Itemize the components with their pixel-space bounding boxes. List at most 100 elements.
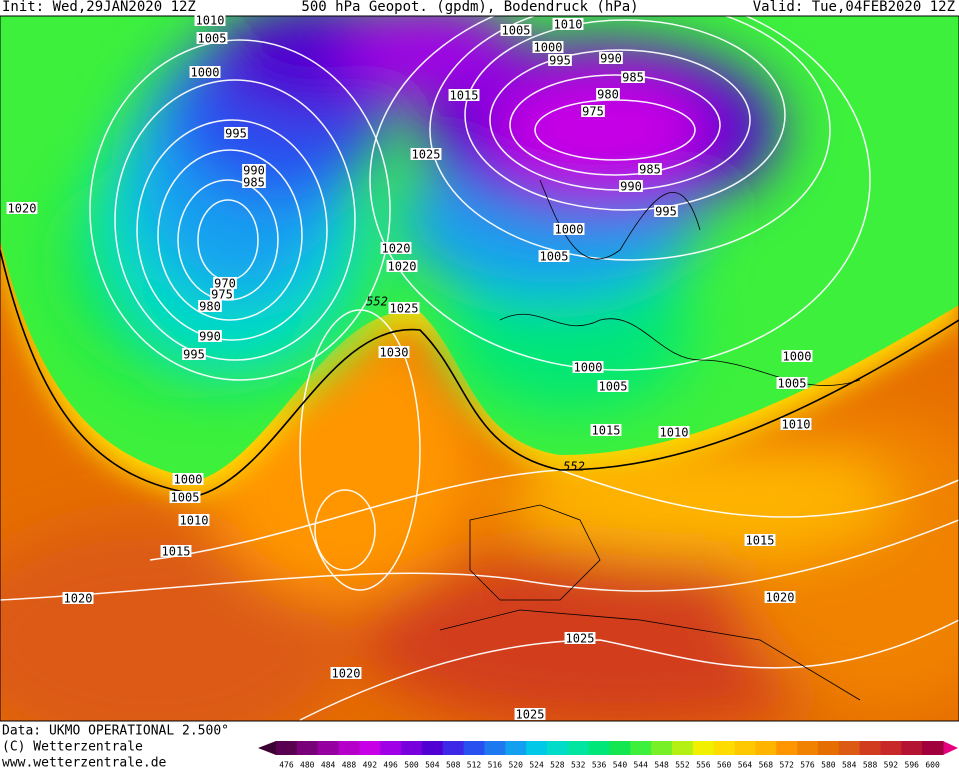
colorbar-label: 584 bbox=[842, 761, 857, 770]
website: www.wetterzentrale.de bbox=[2, 756, 167, 770]
isobar-label-box bbox=[590, 424, 622, 436]
isobar-label: 970 bbox=[214, 277, 236, 291]
geopotential-label: 552 bbox=[366, 295, 388, 309]
isobar-label-box bbox=[388, 302, 420, 314]
isobar-label-box bbox=[572, 361, 604, 373]
isobar-label-box bbox=[596, 88, 620, 100]
colorbar-swatch bbox=[922, 741, 944, 755]
colorbar-label: 536 bbox=[592, 761, 607, 770]
isobar-label: 1010 bbox=[180, 514, 209, 528]
colorbar-swatch bbox=[859, 741, 881, 755]
isobar-label-box bbox=[658, 426, 690, 438]
isobar-label-box bbox=[780, 418, 812, 430]
data-source: Data: UKMO OPERATIONAL 2.500° bbox=[2, 724, 229, 739]
isobar-label: 975 bbox=[211, 288, 233, 302]
isobar-label: 1015 bbox=[592, 424, 621, 438]
isobar-label: 1020 bbox=[388, 260, 417, 274]
colorbar-label: 544 bbox=[634, 761, 649, 770]
isobar-label-box bbox=[62, 592, 94, 604]
colorbar-swatch bbox=[609, 741, 631, 755]
isobar-label: 1020 bbox=[382, 242, 411, 256]
isobar-label: 1005 bbox=[198, 32, 227, 46]
isobar-label: 990 bbox=[620, 180, 642, 194]
isobar-label: 1015 bbox=[162, 545, 191, 559]
isobar-label-box bbox=[160, 545, 192, 557]
colorbar-label: 512 bbox=[467, 761, 482, 770]
isobar-label: 1025 bbox=[566, 632, 595, 646]
colorbar-label: 484 bbox=[321, 761, 336, 770]
isobar-label: 985 bbox=[243, 176, 265, 190]
isobar-label-box bbox=[532, 41, 564, 53]
colorbar-label: 504 bbox=[425, 761, 440, 770]
isobar-label: 975 bbox=[582, 105, 604, 119]
isobar-label-box bbox=[6, 202, 38, 214]
isobar-label: 1015 bbox=[746, 534, 775, 548]
isobar-label-box bbox=[538, 250, 570, 262]
colorbar-arrow-right bbox=[943, 741, 958, 755]
colorbar-label: 528 bbox=[550, 761, 565, 770]
isobar-label-box bbox=[619, 180, 643, 192]
colorbar-label: 548 bbox=[654, 761, 669, 770]
isobar-label-box bbox=[599, 52, 623, 64]
colorbar-swatch bbox=[734, 741, 756, 755]
colorbar-label: 580 bbox=[821, 761, 836, 770]
colorbar-label: 600 bbox=[925, 761, 940, 770]
isobar-label-box bbox=[564, 632, 596, 644]
isobar-label-box bbox=[410, 148, 442, 160]
colorbar-label: 524 bbox=[529, 761, 544, 770]
colorbar-swatch bbox=[567, 741, 590, 755]
init-time: Init: Wed,29JAN2020 12Z bbox=[2, 0, 196, 15]
isobar-label-box bbox=[182, 348, 206, 360]
colorbar-swatch bbox=[276, 741, 298, 755]
isobar-label-box bbox=[242, 164, 266, 176]
labels: 1010100510009959909859709759809909951020… bbox=[6, 14, 813, 722]
isobar-label: 1025 bbox=[516, 708, 545, 722]
colorbar-swatch bbox=[755, 741, 777, 755]
isobar-label-box bbox=[380, 242, 412, 254]
isobar-label: 1000 bbox=[174, 473, 203, 487]
isobar-label-box bbox=[172, 473, 204, 485]
isobar-label: 985 bbox=[622, 71, 644, 85]
isobar-label-box bbox=[198, 330, 222, 342]
colorbar-swatch bbox=[546, 741, 569, 755]
colorbar-arrow-left bbox=[258, 741, 276, 755]
isobar-label: 1020 bbox=[332, 667, 361, 681]
isobar-label: 980 bbox=[597, 88, 619, 102]
isobar-label: 1000 bbox=[534, 41, 563, 55]
colorbar-swatch bbox=[817, 741, 840, 755]
copyright: (C) Wetterzentrale bbox=[2, 740, 143, 755]
colorbar-label: 520 bbox=[508, 761, 523, 770]
isobar-label-box bbox=[378, 346, 410, 358]
colorbar-swatch bbox=[901, 741, 923, 755]
colorbar-swatch bbox=[421, 741, 444, 755]
isobar-label: 990 bbox=[243, 164, 265, 178]
isobar-label: 1000 bbox=[783, 350, 812, 364]
geopotential-label: 552 bbox=[563, 460, 585, 474]
colorbar-swatch bbox=[588, 741, 610, 755]
isobar-label-box bbox=[548, 54, 572, 66]
colorbar-label: 552 bbox=[675, 761, 690, 770]
isobar-label: 995 bbox=[183, 348, 205, 362]
isobar-label: 990 bbox=[600, 52, 622, 66]
isobar-label-box bbox=[169, 491, 201, 503]
isobar-label: 1025 bbox=[412, 148, 441, 162]
colorbar-label: 492 bbox=[363, 761, 378, 770]
colorbar-swatch bbox=[442, 741, 465, 755]
isobar-label: 1010 bbox=[196, 14, 225, 28]
isobar-label-box bbox=[744, 534, 776, 546]
isobar-label-box bbox=[581, 105, 605, 117]
colorbar-swatch bbox=[380, 741, 402, 755]
isobar-label-box bbox=[210, 288, 234, 300]
colorbar-label: 568 bbox=[759, 761, 774, 770]
isobar-label-box bbox=[597, 380, 629, 392]
colorbar-label: 500 bbox=[404, 761, 419, 770]
colorbar-swatch bbox=[630, 741, 652, 755]
isobar-label: 985 bbox=[639, 163, 661, 177]
colorbar-swatch bbox=[484, 741, 506, 755]
colorbar-swatch bbox=[401, 741, 423, 755]
isobar-label: 1000 bbox=[555, 223, 584, 237]
isobar-label: 990 bbox=[199, 330, 221, 344]
colorbar-swatch bbox=[505, 741, 527, 755]
